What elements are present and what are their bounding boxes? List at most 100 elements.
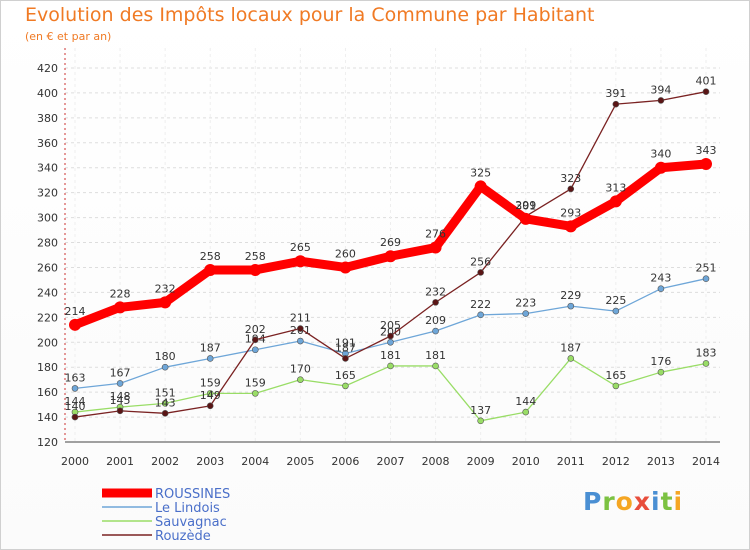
x-tick-label: 2003 bbox=[196, 455, 224, 468]
data-point bbox=[522, 310, 530, 317]
data-point bbox=[567, 355, 575, 362]
data-label: 401 bbox=[696, 75, 717, 88]
data-point bbox=[567, 185, 575, 193]
x-tick-label: 2002 bbox=[151, 455, 179, 468]
data-point bbox=[71, 413, 79, 421]
data-label: 183 bbox=[696, 346, 717, 359]
x-tick-label: 2009 bbox=[467, 455, 495, 468]
data-point bbox=[564, 220, 577, 233]
data-label: 232 bbox=[425, 285, 446, 298]
y-tick-label: 380 bbox=[37, 112, 58, 125]
data-label: 143 bbox=[155, 396, 176, 409]
chart-subtitle: (en € et par an) bbox=[25, 30, 112, 43]
data-label: 187 bbox=[560, 341, 581, 354]
data-label: 170 bbox=[290, 363, 311, 376]
legend-label: Sauvagnac bbox=[155, 515, 227, 530]
data-label: 144 bbox=[65, 395, 86, 408]
y-tick-label: 320 bbox=[37, 187, 58, 200]
data-point bbox=[297, 325, 304, 332]
data-point bbox=[339, 261, 352, 274]
x-tick-label: 2001 bbox=[106, 455, 134, 468]
data-label: 151 bbox=[155, 386, 176, 399]
data-label: 260 bbox=[335, 247, 356, 260]
data-label: 228 bbox=[110, 287, 131, 300]
logo-letter: i bbox=[651, 487, 661, 516]
data-point bbox=[612, 382, 620, 390]
x-tick-label: 2004 bbox=[241, 455, 269, 468]
y-tick-label: 140 bbox=[37, 411, 58, 424]
data-label: 163 bbox=[65, 371, 86, 384]
y-tick-label: 340 bbox=[37, 162, 58, 175]
data-label: 269 bbox=[380, 236, 401, 249]
data-label: 159 bbox=[245, 376, 266, 389]
data-point bbox=[612, 307, 620, 315]
logo-letter: o bbox=[615, 487, 634, 516]
y-tick-label: 280 bbox=[37, 237, 58, 250]
data-point bbox=[342, 355, 349, 362]
data-label: 323 bbox=[560, 172, 581, 185]
x-tick-label: 2013 bbox=[647, 455, 675, 468]
legend-label: Le Lindois bbox=[155, 501, 220, 516]
data-point bbox=[294, 255, 307, 268]
x-tick-label: 2012 bbox=[602, 455, 630, 468]
chart-title: Evolution des Impôts locaux pour la Comm… bbox=[25, 4, 595, 26]
data-point bbox=[657, 285, 665, 292]
data-point bbox=[432, 327, 439, 335]
data-label: 293 bbox=[560, 206, 581, 219]
data-point bbox=[297, 337, 304, 345]
data-label: 276 bbox=[425, 228, 446, 241]
y-tick-label: 120 bbox=[37, 436, 58, 449]
data-label: 265 bbox=[290, 241, 311, 254]
data-point bbox=[387, 332, 394, 340]
data-label: 313 bbox=[605, 181, 626, 194]
data-label: 301 bbox=[515, 199, 536, 212]
data-label: 191 bbox=[335, 336, 356, 349]
data-point bbox=[71, 385, 79, 392]
data-point bbox=[609, 195, 622, 208]
data-point bbox=[387, 362, 394, 370]
data-point bbox=[612, 100, 620, 108]
data-point bbox=[477, 269, 484, 276]
data-label: 243 bbox=[650, 272, 671, 285]
logo-letter: t bbox=[660, 487, 674, 516]
data-label: 187 bbox=[200, 341, 221, 354]
data-point bbox=[206, 402, 214, 410]
data-point bbox=[69, 318, 81, 331]
data-label: 176 bbox=[650, 355, 671, 368]
data-label: 205 bbox=[380, 319, 401, 332]
data-label: 149 bbox=[200, 389, 221, 402]
data-point bbox=[432, 362, 439, 370]
data-label: 394 bbox=[650, 83, 671, 96]
data-point bbox=[206, 355, 214, 362]
x-tick-label: 2008 bbox=[422, 455, 450, 468]
data-label: 211 bbox=[290, 312, 311, 325]
data-point bbox=[161, 400, 169, 407]
data-label: 258 bbox=[245, 250, 266, 263]
data-label: 209 bbox=[425, 314, 446, 327]
data-point bbox=[477, 417, 484, 425]
data-label: 180 bbox=[155, 350, 176, 363]
data-point bbox=[700, 157, 712, 170]
x-tick-label: 2000 bbox=[61, 455, 89, 468]
data-label: 140 bbox=[65, 400, 86, 413]
data-point bbox=[116, 407, 124, 415]
logo-letter: r bbox=[602, 487, 616, 516]
data-point bbox=[251, 390, 259, 397]
x-tick-label: 2010 bbox=[512, 455, 540, 468]
data-label: 340 bbox=[650, 148, 671, 161]
data-point bbox=[657, 368, 665, 376]
y-tick-label: 200 bbox=[37, 336, 58, 349]
x-tick-label: 2011 bbox=[557, 455, 585, 468]
x-tick-label: 2007 bbox=[377, 455, 405, 468]
data-point bbox=[206, 390, 214, 397]
data-point bbox=[702, 360, 710, 367]
data-point bbox=[387, 338, 394, 346]
data-point bbox=[161, 410, 169, 417]
data-label: 391 bbox=[605, 87, 626, 100]
y-tick-label: 260 bbox=[37, 261, 58, 274]
x-tick-label: 2014 bbox=[692, 455, 720, 468]
data-point bbox=[249, 263, 262, 276]
data-label: 145 bbox=[110, 394, 131, 407]
data-point bbox=[114, 301, 127, 314]
